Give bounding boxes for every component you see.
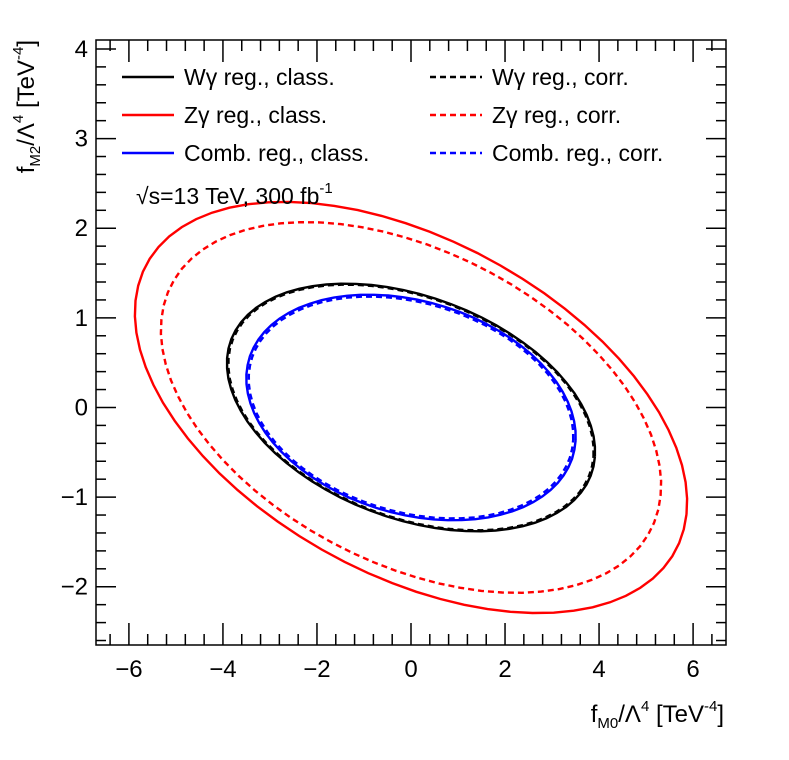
y-tick-label: 4: [75, 36, 88, 63]
y-label-sup1: 4: [10, 115, 27, 123]
annotation-sup: -1: [319, 180, 332, 197]
x-tick-label: 2: [498, 656, 511, 683]
contour-comb-reg-corr: [247, 295, 575, 520]
y-tick-label: 2: [75, 215, 88, 242]
annotation-sqrt: √: [136, 183, 149, 209]
contour-z-reg-class: [133, 200, 689, 615]
y-tick-label: 3: [75, 126, 88, 153]
energy-lumi-annotation: √s=13 TeV, 300 fb-1: [136, 180, 333, 209]
legend: Wγ reg., class. Zγ reg., class. Comb. reg.…: [122, 64, 663, 166]
y-label-unit: [TeV: [13, 60, 40, 115]
y-tick-label: 1: [75, 305, 88, 332]
contour-w-reg-corr: [227, 283, 595, 532]
x-tick-label: 4: [592, 656, 605, 683]
y-tick-label: −2: [61, 574, 88, 601]
y-label-sub: M2: [27, 146, 44, 167]
x-label-sup1: 4: [641, 698, 649, 715]
y-label-mid: /Λ: [13, 123, 40, 146]
x-label-mid: /Λ: [618, 701, 641, 728]
axis-ticks: −6 −4 −2 0 2 4 6 −2 −1 0 1 2 3 4: [61, 36, 726, 683]
y-label-close: ]: [13, 40, 40, 47]
annotation-text: s=13 TeV, 300 fb: [149, 183, 320, 209]
contour-curves: [133, 200, 689, 615]
y-axis-label: fM2/Λ4 [TeV-4]: [10, 40, 44, 173]
x-label-sup2: -4: [704, 698, 717, 715]
y-tick-label: 0: [75, 394, 88, 421]
legend-label-w-reg-corr: Wγ reg., corr.: [492, 64, 629, 90]
x-tick-label: −6: [115, 656, 142, 683]
y-label-base: f: [13, 166, 40, 173]
contour-z-reg-corr: [159, 220, 663, 595]
legend-label-comb-reg-class: Comb. reg., class.: [184, 140, 369, 166]
y-tick-label: −1: [61, 484, 88, 511]
y-label-sup2: -4: [10, 47, 27, 60]
x-tick-label: 6: [686, 656, 699, 683]
x-label-close: ]: [717, 701, 724, 728]
legend-label-w-reg-class: Wγ reg., class.: [184, 64, 335, 90]
x-label-base: f: [591, 701, 598, 728]
contour-comb-reg-class: [245, 293, 577, 522]
x-axis-label: fM0/Λ4 [TeV-4]: [591, 698, 724, 732]
x-tick-label: −2: [303, 656, 330, 683]
legend-label-comb-reg-corr: Comb. reg., corr.: [492, 140, 663, 166]
plot-frame: [95, 39, 727, 646]
x-label-unit: [TeV: [649, 701, 704, 728]
x-tick-label: 0: [404, 656, 417, 683]
legend-label-z-reg-class: Zγ reg., class.: [184, 102, 327, 128]
legend-label-z-reg-corr: Zγ reg., corr.: [492, 102, 621, 128]
x-label-sub: M0: [597, 715, 618, 732]
x-tick-label: −4: [209, 656, 236, 683]
